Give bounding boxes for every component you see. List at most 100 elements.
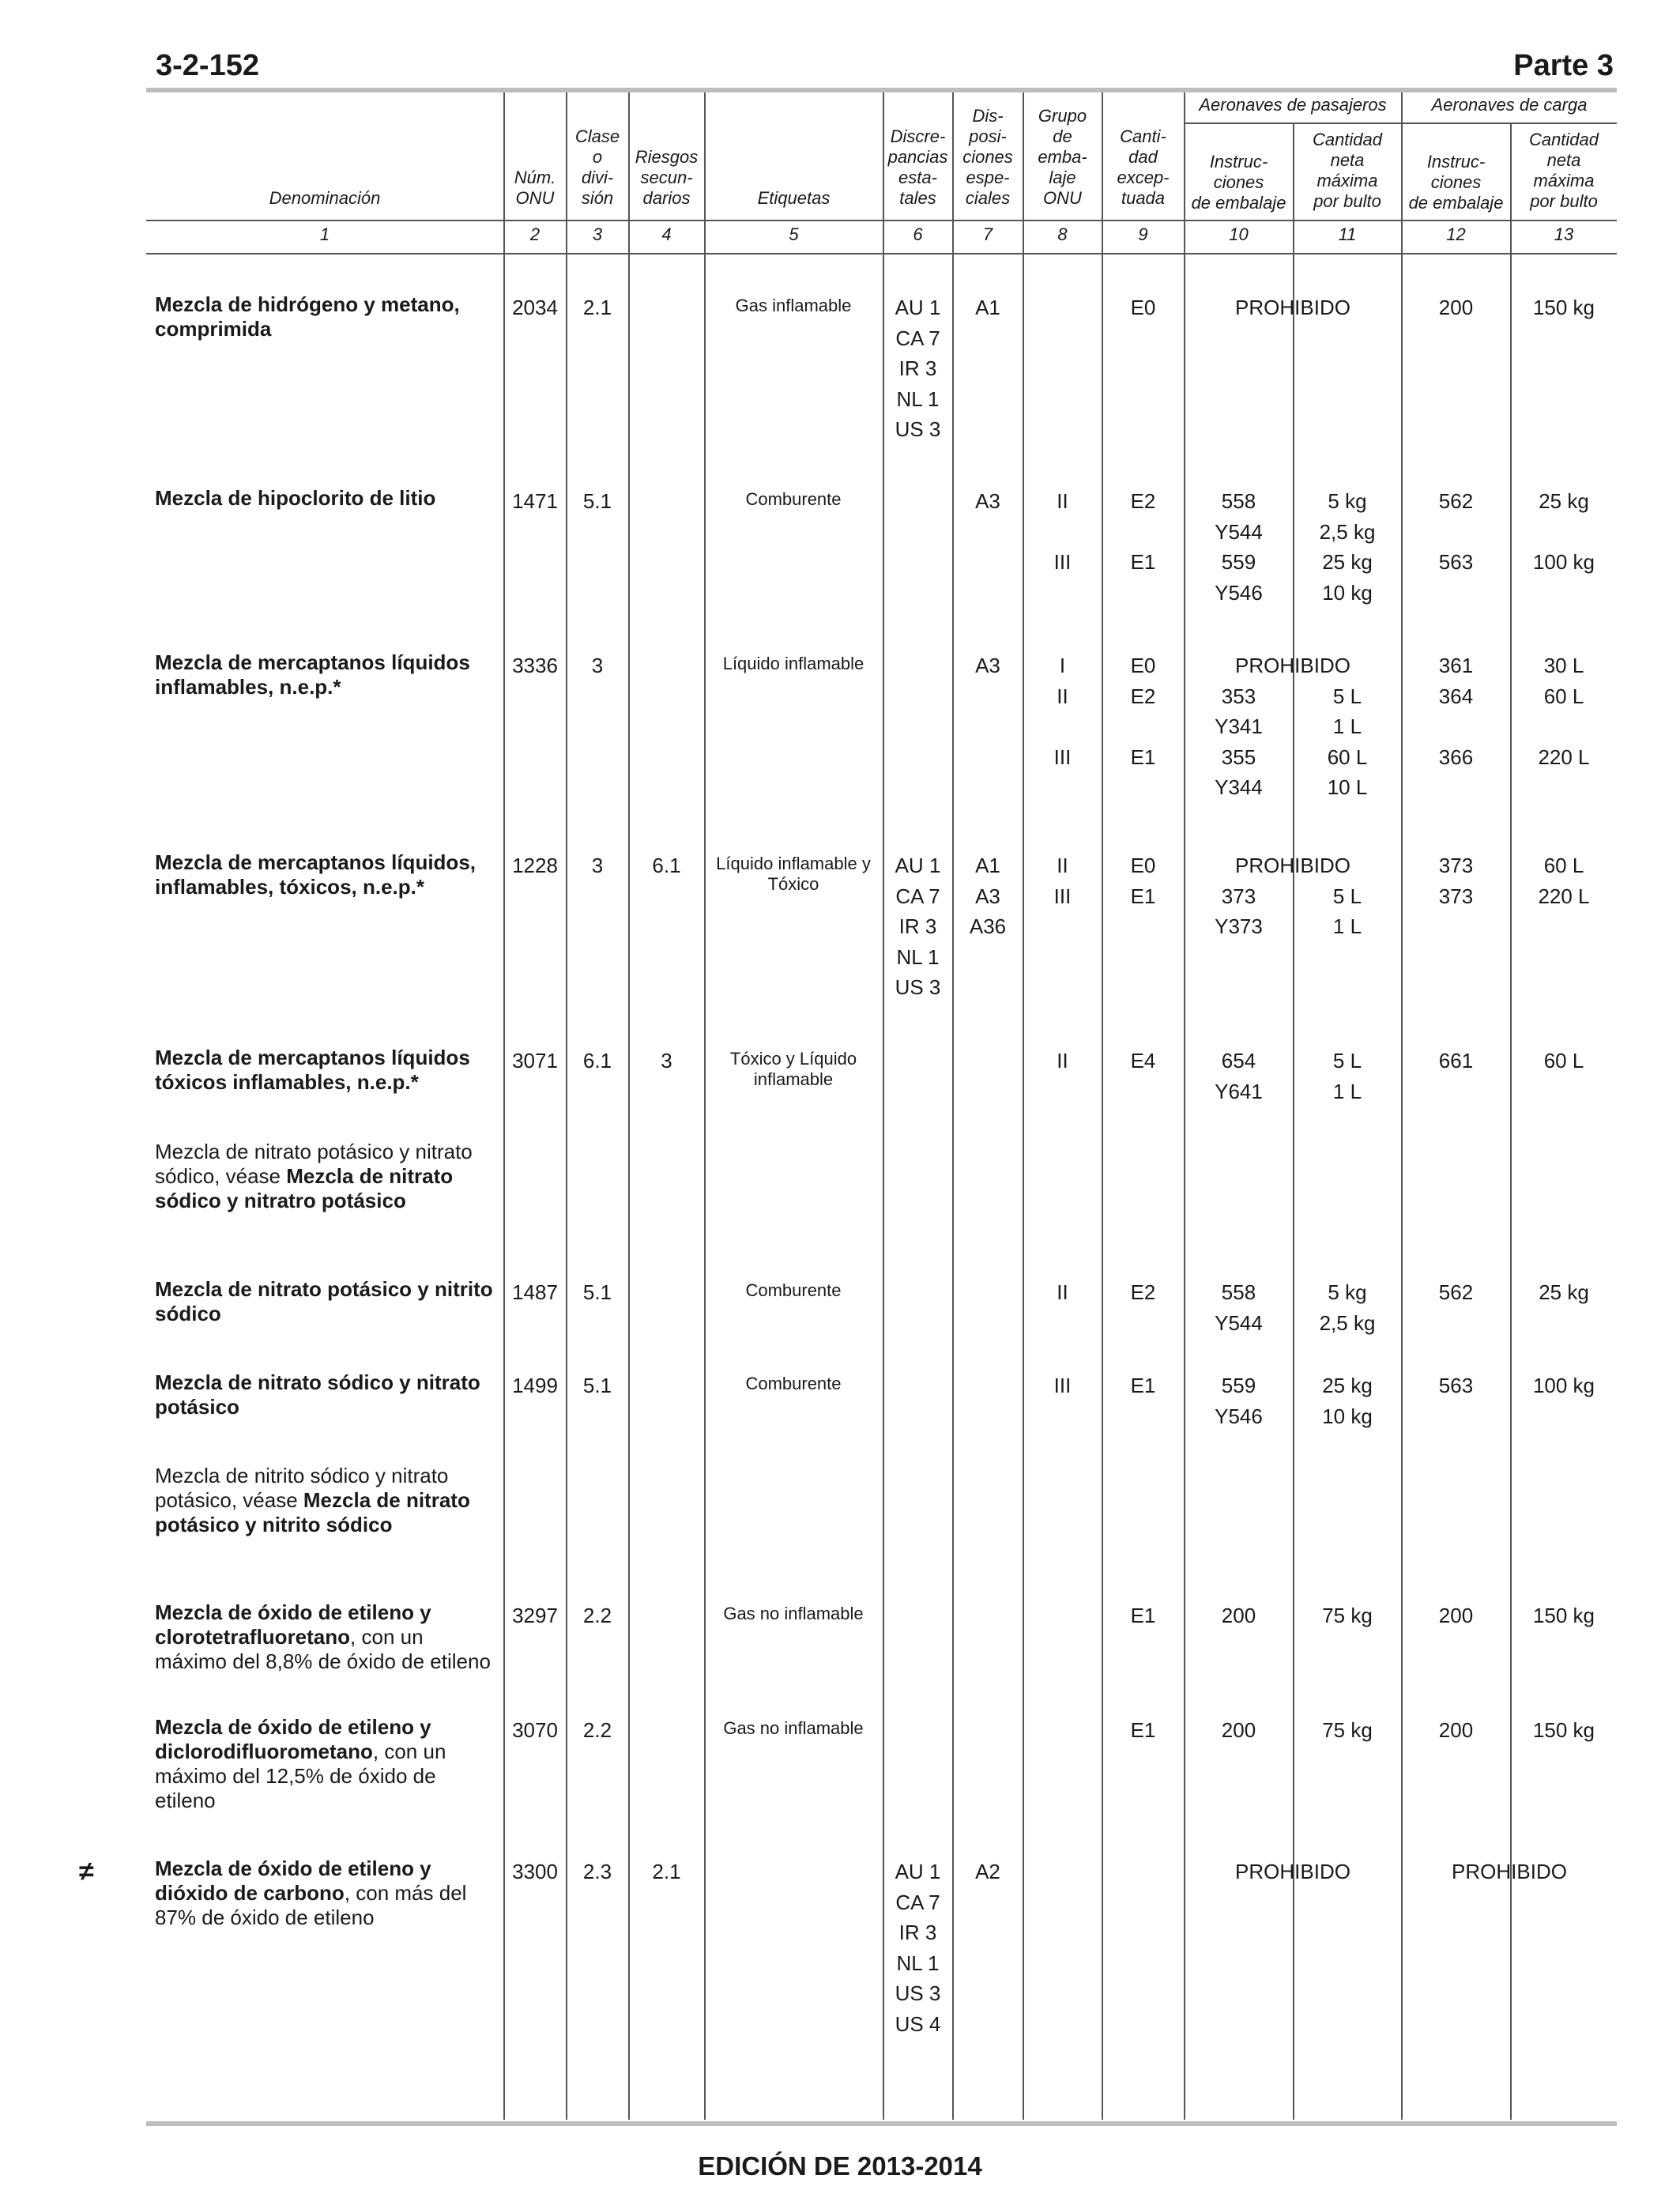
cell-clase: 2.2 [582, 1718, 612, 1742]
cell-instr-pas: 654 Y641 [1215, 1049, 1263, 1103]
header-etiquetas: Etiquetas [757, 188, 831, 208]
prohibited-passenger: PROHIBIDO [1235, 296, 1350, 319]
cell-cant-pas: 5 kg 2,5 kg 25 kg 10 kg [1319, 489, 1376, 605]
column-number: 9 [1138, 224, 1148, 244]
cell-instr-carga: 373 373 [1438, 854, 1474, 908]
cell-disposiciones: A3 [975, 489, 1000, 513]
cell-grupo: II III [1053, 489, 1072, 574]
cell-onu: 3297 [512, 1604, 558, 1627]
edition-footer: EDICIÓN DE 2013-2014 [698, 2151, 982, 2181]
entry-name-prefix: Mezcla de nitrato potásico y nitrato sód… [155, 1140, 473, 1188]
cell-grupo: II III [1053, 854, 1072, 908]
entry-name: Mezcla de mercaptanos líquidos inflamabl… [155, 650, 503, 699]
col-line [566, 92, 567, 2120]
cell-cant-carga: 30 L 60 L 220 L [1538, 654, 1590, 769]
column-number: 13 [1554, 224, 1574, 244]
header-riesgos: Riesgos secun- darios [635, 147, 699, 208]
entry-name: Mezcla de óxido de etileno y diclorodifl… [155, 1715, 503, 1813]
cell-instr-carga: 562 563 [1438, 489, 1474, 574]
col-line [1023, 92, 1024, 2120]
cell-instr-carga: 200 [1438, 1718, 1474, 1742]
entry-name-bold: Mezcla de óxido de etileno y clorotetraf… [155, 1600, 431, 1649]
col-line [883, 92, 884, 2120]
cell-instr-pas: 559 Y546 [1215, 1374, 1263, 1428]
column-number: 11 [1338, 224, 1357, 244]
header-discrepancias: Discre- pancias esta- tales [887, 126, 948, 208]
cell-disposiciones: A1 [975, 296, 1000, 319]
entry-name-bold: Mezcla de óxido de etileno y dióxido de … [155, 1857, 431, 1905]
entry-name: Mezcla de hipoclorito de litio [155, 486, 503, 511]
cell-exceptuada: E2 E1 [1130, 489, 1156, 574]
cell-clase: 2.2 [582, 1604, 612, 1627]
cell-clase: 5.1 [582, 1280, 612, 1304]
cell-onu: 3300 [512, 1860, 558, 1883]
col-line [1401, 92, 1403, 2120]
col-line [628, 92, 630, 2120]
header-rule [146, 220, 1617, 221]
header-aeronaves-pasajeros: Aeronaves de pasajeros [1199, 95, 1387, 115]
cell-cant-carga: 60 L 220 L [1538, 854, 1590, 908]
cell-disposiciones: A3 [975, 654, 1000, 677]
cell-instr-pas: 200 [1221, 1718, 1256, 1742]
cell-instr-pas: 200 [1221, 1604, 1256, 1627]
cell-exceptuada: E1 [1130, 1718, 1156, 1742]
entry-name: Mezcla de nitrato potásico y nitrito sód… [155, 1277, 503, 1326]
cell-exceptuada: E0 E2 E1 [1130, 654, 1156, 769]
colnum-rule [146, 253, 1617, 254]
prohibited-passenger: PROHIBIDO [1235, 1860, 1350, 1883]
col-line [503, 92, 505, 2120]
column-number: 12 [1446, 224, 1466, 244]
cell-clase: 3 [591, 654, 604, 677]
cell-onu: 3336 [512, 654, 558, 677]
cell-instr-pas: 558 Y544 559 Y546 [1215, 489, 1263, 605]
prohibited-cargo: PROHIBIDO [1452, 1860, 1567, 1883]
label-text: Comburente [745, 489, 842, 509]
cell-cant-pas: 5 L 1 L [1332, 884, 1362, 939]
cell-clase: 3 [591, 854, 604, 877]
label-text: Comburente [745, 1374, 842, 1393]
column-number: 1 [319, 224, 330, 244]
entry-name: Mezcla de óxido de etileno y dióxido de … [155, 1857, 503, 1930]
header-instrucciones-pasajeros: Instruc- ciones de embalaje [1191, 152, 1286, 213]
label-text: Gas inflamable [735, 296, 852, 315]
cell-onu: 3071 [512, 1049, 558, 1072]
cell-cant-carga: 150 kg [1532, 1604, 1595, 1627]
prohibited-passenger: PROHIBIDO [1235, 654, 1350, 677]
label-text: Líquido inflamable [722, 654, 864, 673]
header-disposiciones: Dis- posi- ciones espe- ciales [962, 106, 1013, 208]
cell-cant-carga: 60 L [1543, 1049, 1584, 1072]
part-label: Parte 3 [1513, 49, 1614, 82]
cell-cant-pas: 75 kg [1322, 1604, 1373, 1627]
entry-name-bold: Mezcla de hidrógeno y metano, comprimida [155, 292, 460, 341]
entry-name-bold: Mezcla de hipoclorito de litio [155, 486, 436, 510]
cell-onu: 1487 [512, 1280, 558, 1304]
cell-discrepancias: AU 1 CA 7 IR 3 NL 1 US 3 [895, 296, 941, 441]
entry-name-suffix: , con un máximo del 12,5% de óxido de et… [155, 1740, 446, 1812]
column-number: 2 [529, 224, 541, 244]
col-line [1184, 92, 1185, 2120]
cell-instr-carga: 200 [1438, 1604, 1474, 1627]
entry-name-bold: Mezcla de nitrato potásico y nitrito sód… [155, 1277, 493, 1325]
cell-cant-carga: 150 kg [1532, 1718, 1595, 1742]
col-line [952, 92, 954, 2120]
entry-name: Mezcla de mercaptanos líquidos tóxicos i… [155, 1046, 503, 1095]
column-number: 10 [1229, 224, 1249, 244]
cell-grupo: I II III [1053, 654, 1072, 769]
entry-name: Mezcla de hidrógeno y metano, comprimida [155, 292, 503, 341]
cell-clase: 2.3 [582, 1860, 612, 1883]
header-instrucciones-carga: Instruc- ciones de embalaje [1408, 152, 1504, 213]
cell-instr-carga: 562 [1438, 1280, 1474, 1304]
cell-instr-pas: 558 Y544 [1215, 1280, 1263, 1335]
entry-name: Mezcla de nitrito sódico y nitrato potás… [155, 1464, 503, 1537]
cell-instr-carga: 661 [1438, 1049, 1474, 1072]
cell-onu: 1471 [512, 489, 558, 513]
col-line [1293, 123, 1294, 2120]
header-grupo: Grupo de emba- laje ONU [1038, 106, 1087, 208]
cell-riesgos: 2.1 [652, 1860, 681, 1883]
entry-name: Mezcla de nitrato sódico y nitrato potás… [155, 1370, 503, 1419]
column-number: 4 [661, 224, 672, 244]
cell-exceptuada: E1 [1130, 1604, 1156, 1627]
header-onu: Núm. ONU [514, 168, 556, 208]
cell-instr-carga: 563 [1438, 1374, 1474, 1397]
header-denominacion: Denominación [269, 188, 381, 208]
